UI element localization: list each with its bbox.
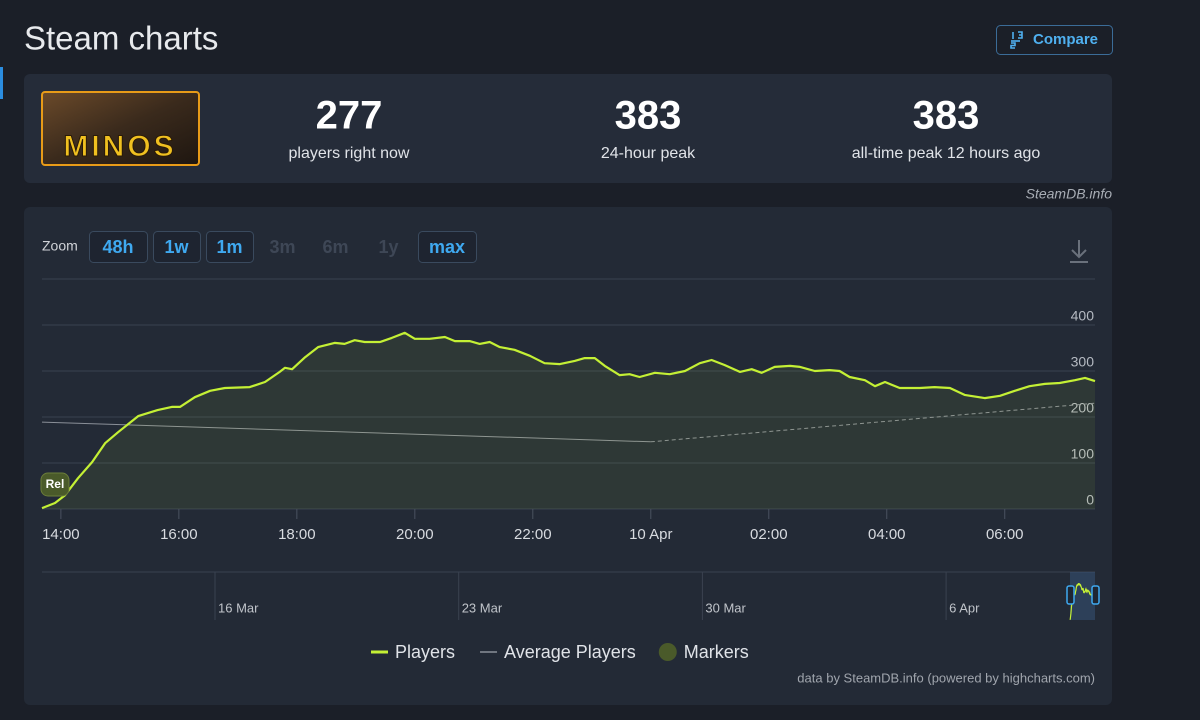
- logo-frame: [41, 91, 200, 166]
- zoom-button-frame[interactable]: [418, 231, 477, 263]
- stat-label: all-time peak 12 hours ago: [852, 145, 1041, 162]
- legend-item[interactable]: Markers: [658, 642, 749, 662]
- zoom-button: 1y: [378, 237, 398, 257]
- download-icon[interactable]: [1070, 240, 1088, 263]
- zoom-button-label[interactable]: max: [429, 237, 465, 257]
- legend-item[interactable]: Average Players: [480, 642, 636, 662]
- zoom-button-label: 1y: [378, 237, 398, 257]
- stat-value: 277: [316, 94, 383, 138]
- y-tick-label: 400: [1071, 308, 1095, 324]
- navigator-tick-label: 23 Mar: [462, 600, 503, 615]
- x-tick-label: 20:00: [396, 526, 434, 543]
- legend-label: Players: [395, 642, 455, 662]
- nav-indicator: [0, 67, 3, 99]
- compare-button-frame[interactable]: [996, 25, 1113, 55]
- y-tick-label: 200: [1071, 400, 1095, 416]
- stat-label: players right now: [289, 145, 410, 162]
- legend-swatch: [658, 643, 677, 661]
- x-tick-label: 04:00: [868, 526, 906, 543]
- navigator-tick-label: 30 Mar: [705, 600, 746, 615]
- zoom-button-label: 3m: [269, 237, 295, 257]
- zoom-button-label[interactable]: 1w: [164, 237, 189, 257]
- zoom-button[interactable]: 1m: [206, 231, 254, 263]
- zoom-button-frame[interactable]: [89, 231, 148, 263]
- legend-label: Markers: [684, 642, 749, 662]
- zoom-button[interactable]: max: [418, 231, 477, 263]
- navigator-handle[interactable]: [1091, 585, 1100, 605]
- y-tick-label: 300: [1071, 354, 1095, 370]
- legend-item[interactable]: Players: [371, 642, 455, 662]
- credits: data by SteamDB.info (powered by highcha…: [797, 670, 1095, 685]
- x-tick-label: 22:00: [514, 526, 552, 543]
- compare-icon: [1010, 31, 1023, 49]
- chart-card: [24, 207, 1112, 705]
- x-tick-label: 10 Apr: [629, 526, 672, 543]
- zoom-button-frame[interactable]: [153, 231, 201, 263]
- stat-value: 383: [615, 94, 682, 138]
- zoom-button: 6m: [322, 237, 348, 257]
- x-tick-label: 16:00: [160, 526, 198, 543]
- players-area: [42, 332, 1095, 509]
- marker-flag: [40, 472, 70, 497]
- zoom-button-label[interactable]: 1m: [216, 237, 242, 257]
- x-tick-label: 02:00: [750, 526, 788, 543]
- x-tick-label: 14:00: [42, 526, 80, 543]
- logo-text: MINOS: [63, 130, 176, 163]
- zoom-button-label[interactable]: 48h: [102, 237, 133, 257]
- zoom-button[interactable]: 1w: [153, 231, 201, 263]
- zoom-button-label: 6m: [322, 237, 348, 257]
- compare-label[interactable]: Compare: [1033, 31, 1098, 48]
- stat-value: 383: [913, 94, 980, 138]
- y-tick-label: 100: [1071, 446, 1095, 462]
- y-tick-label: 0: [1086, 492, 1094, 508]
- stat-label: 24-hour peak: [601, 145, 696, 162]
- zoom-button[interactable]: 48h: [89, 231, 148, 263]
- x-tick-label: 18:00: [278, 526, 316, 543]
- zoom-button: 3m: [269, 237, 295, 257]
- source-label: SteamDB.info: [1026, 186, 1113, 202]
- zoom-label: Zoom: [42, 238, 78, 254]
- compare-button[interactable]: Compare: [996, 25, 1113, 55]
- marker-label: Rel: [46, 477, 65, 491]
- players-line: [41, 331, 1096, 510]
- average-line: [41, 421, 651, 443]
- navigator-tick-label: 16 Mar: [218, 600, 259, 615]
- legend-label: Average Players: [504, 642, 636, 662]
- page-title: Steam charts: [24, 20, 218, 57]
- navigator-handle[interactable]: [1066, 585, 1075, 605]
- x-tick-label: 06:00: [986, 526, 1024, 543]
- game-logo: MINOS: [41, 91, 200, 166]
- stats-card: [24, 74, 1112, 183]
- zoom-button-frame[interactable]: [206, 231, 254, 263]
- average-line-projected: [650, 402, 1096, 443]
- navigator-tick-label: 6 Apr: [949, 600, 980, 615]
